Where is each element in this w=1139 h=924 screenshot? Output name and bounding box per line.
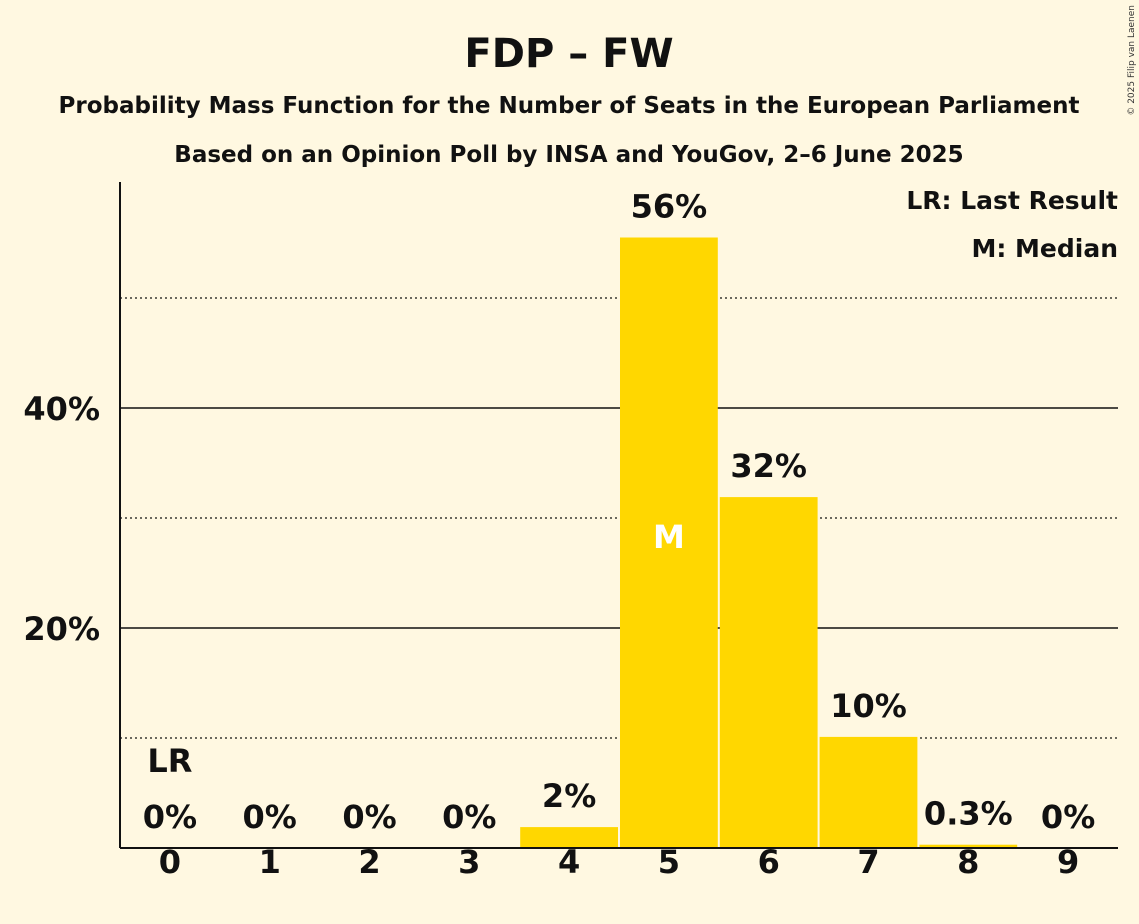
- bars: [520, 237, 1018, 848]
- bar-value-label: 0%: [442, 798, 496, 836]
- bar-value-label: 0%: [342, 798, 396, 836]
- axes: 20% 40%: [23, 182, 1118, 849]
- bar-value-label: 2%: [542, 777, 596, 815]
- x-tick-label: 9: [1057, 843, 1079, 881]
- x-tick-label: 0: [159, 843, 181, 881]
- chart-subtitle-poll: Based on an Opinion Poll by INSA and You…: [174, 142, 963, 168]
- x-tick-label: 6: [758, 843, 780, 881]
- x-tick-label: 4: [558, 843, 580, 881]
- x-tick-label: 5: [658, 843, 680, 881]
- y-tick-label: 40%: [23, 390, 100, 428]
- median-marker: M: [653, 518, 685, 556]
- chart-subtitle: Probability Mass Function for the Number…: [59, 93, 1080, 119]
- x-tick-label: 1: [259, 843, 281, 881]
- legend-median: M: Median: [971, 234, 1118, 263]
- x-tick-label: 3: [458, 843, 480, 881]
- x-tick-label: 8: [957, 843, 979, 881]
- bar-value-label: 0%: [143, 798, 197, 836]
- bar-value-label: 56%: [631, 188, 708, 226]
- bar-value-label: 10%: [830, 687, 907, 725]
- y-tick-label: 20%: [23, 610, 100, 648]
- legend-last-result: LR: Last Result: [906, 186, 1118, 215]
- bar-seat-4: [520, 827, 618, 848]
- x-tick-label: 7: [857, 843, 879, 881]
- bar-value-label: 0%: [1041, 798, 1095, 836]
- bar-seat-6: [719, 497, 818, 848]
- gridlines: [120, 297, 1118, 739]
- bar-seat-8: [919, 844, 1018, 848]
- bar-value-label: 0.3%: [924, 795, 1013, 833]
- bar-value-label: 0%: [243, 798, 297, 836]
- x-tick-label: 2: [358, 843, 380, 881]
- last-result-marker: LR: [147, 742, 192, 780]
- bar-seat-7: [819, 736, 918, 848]
- chart-title: FDP – FW: [464, 31, 673, 77]
- bar-value-label: 32%: [730, 447, 807, 485]
- bar-seat-5: [620, 237, 718, 848]
- copyright-notice: © 2025 Filip van Laenen: [1127, 5, 1137, 116]
